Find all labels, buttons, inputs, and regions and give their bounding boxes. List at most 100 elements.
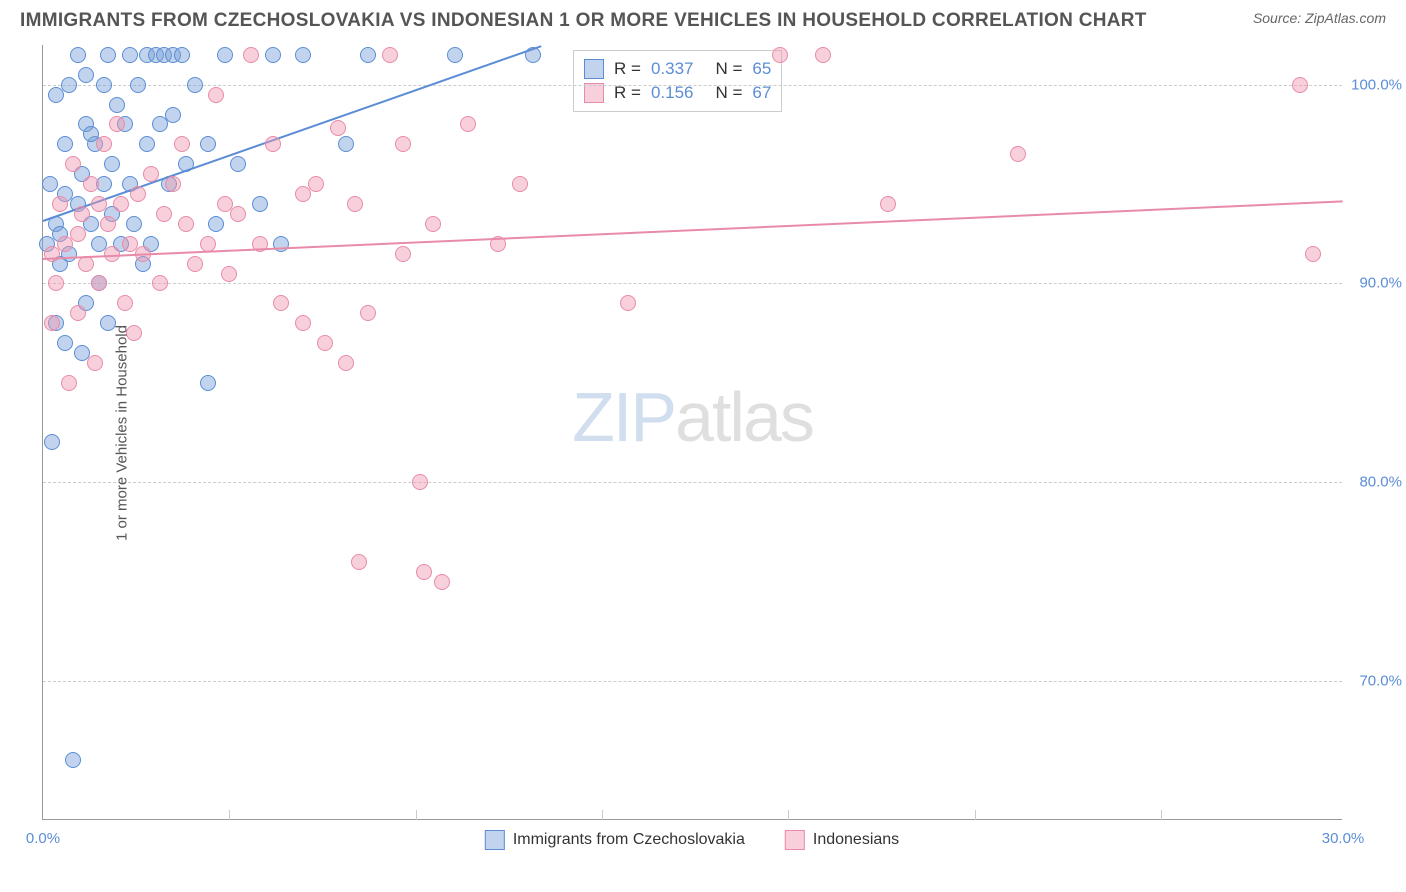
- data-point: [512, 176, 528, 192]
- y-tick-label: 80.0%: [1359, 474, 1402, 491]
- watermark-atlas: atlas: [675, 378, 813, 456]
- legend-item: Indonesians: [785, 830, 899, 850]
- data-point: [57, 136, 73, 152]
- grid-line-v: [788, 810, 789, 820]
- data-point: [295, 47, 311, 63]
- data-point: [217, 47, 233, 63]
- data-point: [265, 47, 281, 63]
- data-point: [772, 47, 788, 63]
- data-point: [330, 120, 346, 136]
- data-point: [52, 196, 68, 212]
- data-point: [815, 47, 831, 63]
- watermark-zip: ZIP: [572, 378, 675, 456]
- data-point: [434, 574, 450, 590]
- chart-title: IMMIGRANTS FROM CZECHOSLOVAKIA VS INDONE…: [20, 10, 1147, 32]
- data-point: [200, 136, 216, 152]
- data-point: [70, 226, 86, 242]
- chart-container: ZIPatlas R = 0.337N = 65R = 0.156N = 67 …: [42, 45, 1342, 820]
- data-point: [265, 136, 281, 152]
- data-point: [44, 315, 60, 331]
- data-point: [91, 275, 107, 291]
- data-point: [174, 47, 190, 63]
- legend-label: Indonesians: [813, 831, 899, 849]
- data-point: [347, 196, 363, 212]
- data-point: [117, 295, 133, 311]
- data-point: [416, 564, 432, 580]
- stats-r-label: R =: [614, 83, 641, 103]
- data-point: [91, 196, 107, 212]
- data-point: [174, 136, 190, 152]
- data-point: [57, 335, 73, 351]
- stats-n-label: N =: [715, 83, 742, 103]
- data-point: [96, 77, 112, 93]
- swatch-icon: [584, 59, 604, 79]
- grid-line-v: [975, 810, 976, 820]
- data-point: [295, 186, 311, 202]
- stats-r-value: 0.156: [651, 83, 694, 103]
- data-point: [139, 136, 155, 152]
- swatch-icon: [485, 830, 505, 850]
- data-point: [382, 47, 398, 63]
- data-point: [338, 355, 354, 371]
- y-tick-label: 90.0%: [1359, 275, 1402, 292]
- data-point: [1292, 77, 1308, 93]
- data-point: [165, 107, 181, 123]
- data-point: [308, 176, 324, 192]
- data-point: [187, 77, 203, 93]
- data-point: [113, 196, 129, 212]
- data-point: [109, 116, 125, 132]
- data-point: [74, 206, 90, 222]
- data-point: [48, 87, 64, 103]
- data-point: [221, 266, 237, 282]
- data-point: [460, 116, 476, 132]
- data-point: [1305, 246, 1321, 262]
- data-point: [44, 434, 60, 450]
- data-point: [1010, 146, 1026, 162]
- data-point: [61, 375, 77, 391]
- data-point: [109, 97, 125, 113]
- data-point: [78, 67, 94, 83]
- grid-line-h: [43, 482, 1342, 483]
- y-tick-label: 70.0%: [1359, 672, 1402, 689]
- data-point: [130, 186, 146, 202]
- stats-n-value: 65: [752, 59, 771, 79]
- data-point: [295, 315, 311, 331]
- data-point: [126, 216, 142, 232]
- data-point: [620, 295, 636, 311]
- data-point: [178, 216, 194, 232]
- data-point: [395, 246, 411, 262]
- grid-line-h: [43, 85, 1342, 86]
- data-point: [165, 176, 181, 192]
- data-point: [425, 216, 441, 232]
- grid-line-v: [416, 810, 417, 820]
- y-tick-label: 100.0%: [1351, 76, 1402, 93]
- data-point: [156, 206, 172, 222]
- data-point: [200, 375, 216, 391]
- legend-item: Immigrants from Czechoslovakia: [485, 830, 745, 850]
- data-point: [61, 77, 77, 93]
- swatch-icon: [584, 83, 604, 103]
- data-point: [208, 87, 224, 103]
- data-point: [104, 156, 120, 172]
- watermark: ZIPatlas: [572, 377, 813, 457]
- data-point: [338, 136, 354, 152]
- data-point: [42, 176, 58, 192]
- data-point: [87, 355, 103, 371]
- legend-label: Immigrants from Czechoslovakia: [513, 831, 745, 849]
- stats-n-label: N =: [715, 59, 742, 79]
- swatch-icon: [785, 830, 805, 850]
- data-point: [208, 216, 224, 232]
- x-tick-label: 30.0%: [1322, 830, 1365, 847]
- grid-line-v: [1161, 810, 1162, 820]
- data-point: [230, 156, 246, 172]
- data-point: [880, 196, 896, 212]
- data-point: [252, 196, 268, 212]
- data-point: [70, 305, 86, 321]
- data-point: [83, 176, 99, 192]
- trend-line: [43, 45, 542, 222]
- data-point: [187, 256, 203, 272]
- data-point: [130, 77, 146, 93]
- grid-line-h: [43, 681, 1342, 682]
- data-point: [351, 554, 367, 570]
- data-point: [230, 206, 246, 222]
